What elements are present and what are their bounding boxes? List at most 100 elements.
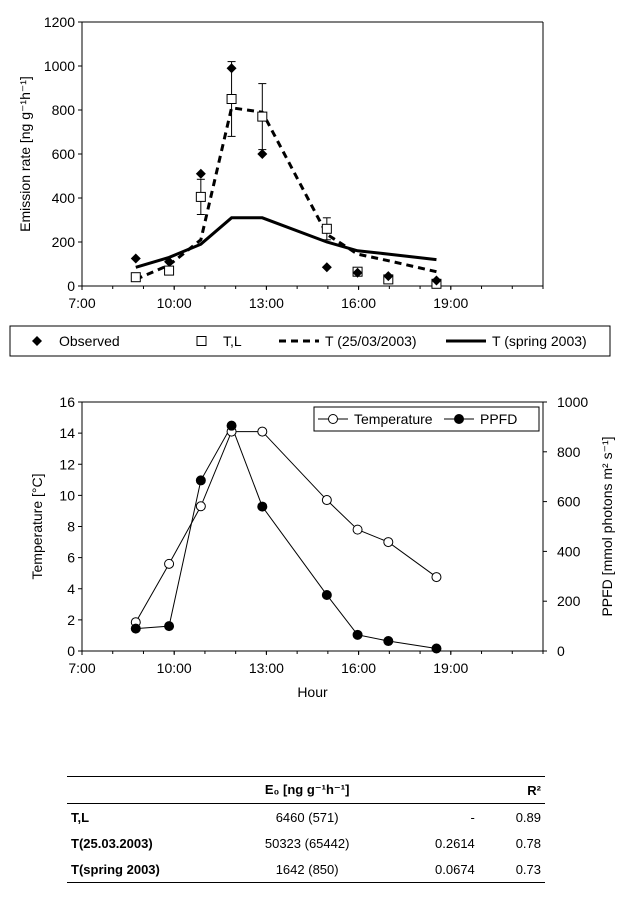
series-point-ppfd	[226, 420, 237, 431]
x-tick-label: 10:00	[157, 295, 192, 311]
series-point-ppfd	[383, 636, 394, 647]
x-tick-label: 7:00	[68, 660, 95, 676]
emission-chart: 0 200 400 600 800 1000 1200 7:00 10:00 13:00 16:00…	[17, 14, 544, 311]
series-line-t-spring-2003	[135, 216, 437, 269]
legend-marker-observed	[32, 336, 42, 346]
legend-label: T (25/03/2003)	[325, 333, 417, 349]
table-cell: 6460 (571)	[275, 809, 339, 825]
table-cell: T(25.03.2003)	[71, 835, 153, 851]
y-tick-label: 16	[59, 394, 75, 410]
x-tick-label: 13:00	[249, 295, 284, 311]
table-header-cell	[67, 776, 222, 804]
y-tick-label: 4	[67, 581, 75, 597]
series-point-t-l	[257, 111, 268, 122]
series-point-observed	[383, 271, 394, 282]
series-point-observed	[130, 253, 141, 264]
table-row: T(25.03.2003) 50323 (65442) 0.2614 0.78	[67, 830, 545, 856]
x-tick-label: 19:00	[433, 660, 468, 676]
y-tick-label: 2	[67, 612, 75, 628]
series-point-ppfd	[352, 629, 363, 640]
table-cell: T,L	[71, 809, 90, 825]
legend-box	[9, 325, 611, 357]
series-point-temperature	[321, 495, 332, 506]
series-point-t-l	[164, 265, 175, 276]
y-tick-label: 600	[52, 146, 76, 162]
x-tick-label: 10:00	[157, 660, 192, 676]
series-point-ppfd	[164, 621, 175, 632]
y-tick-label: 1200	[44, 14, 75, 30]
table-cell: 0.89	[515, 809, 541, 825]
series-point-ppfd	[130, 623, 141, 634]
table-cell: T(spring 2003)	[67, 856, 222, 883]
series-point-t-l	[195, 191, 206, 202]
x-tick-label: 19:00	[433, 295, 468, 311]
y-tick-label: 6	[67, 550, 75, 566]
table-header-row: E₀ [ng g⁻¹h⁻¹] R²	[67, 776, 545, 804]
series-point-observed	[226, 63, 237, 74]
legend-label: T (spring 2003)	[492, 333, 587, 349]
y-tick-label: 400	[52, 190, 76, 206]
series-line-temperature	[135, 431, 437, 623]
series-point-observed	[321, 262, 332, 273]
series-point-t-l	[226, 94, 237, 104]
series-point-ppfd	[321, 589, 332, 600]
table-cell: 0.78	[515, 835, 541, 851]
table-header-cell: R²	[478, 776, 545, 804]
series-point-temperature	[431, 572, 442, 583]
y-tick-label: 1000	[44, 58, 75, 74]
table-header-cell	[392, 776, 479, 804]
parameter-table: E₀ [ng g⁻¹h⁻¹] R² T,L 6460 (571) - 0.89 …	[67, 776, 545, 883]
y-tick-label: 200	[52, 234, 76, 250]
series-point-observed	[352, 267, 363, 278]
x-tick-label: 13:00	[249, 660, 284, 676]
series-point-temperature	[383, 537, 394, 548]
series-point-observed	[257, 149, 268, 159]
series-point-temperature	[195, 501, 206, 512]
series-point-temperature	[352, 524, 363, 535]
y-tick-label: 800	[52, 102, 76, 118]
y-right-axis-label: PPFD [mmol photons m² s⁻¹]	[599, 436, 615, 616]
series-point-ppfd	[195, 475, 206, 486]
y-tick-label: 14	[59, 425, 75, 441]
legend-marker-t-l	[196, 336, 207, 346]
y-right-tick-label: 0	[557, 643, 565, 659]
table-cell: 1642 (850)	[221, 856, 393, 883]
series-point-t-l	[130, 272, 141, 283]
series-point-temperature	[257, 426, 268, 437]
series-point-t-l	[321, 223, 332, 234]
y-axis-label: Emission rate [ng g⁻¹h⁻¹]	[17, 76, 33, 232]
series-point-temperature	[164, 558, 175, 569]
y-right-tick-label: 600	[557, 494, 581, 510]
y-axis-label: Temperature [°C]	[29, 474, 45, 580]
table-row: T,L 6460 (571) - 0.89	[67, 804, 545, 831]
x-tick-label: 16:00	[341, 295, 376, 311]
y-right-tick-label: 800	[557, 444, 581, 460]
x-tick-label: 16:00	[341, 660, 376, 676]
x-axis-label: Hour	[297, 684, 328, 700]
x-tick-label: 7:00	[68, 295, 95, 311]
y-right-tick-label: 400	[557, 543, 581, 559]
series-point-ppfd	[257, 501, 268, 512]
legend-marker-temperature	[328, 414, 338, 424]
legend-box	[313, 406, 540, 432]
table-cell: 0.0674	[392, 856, 479, 883]
legend-label: T,L	[223, 333, 242, 349]
legend-marker-ppfd	[454, 414, 464, 424]
y-tick-label: 0	[67, 278, 75, 294]
legend-label: Temperature	[354, 411, 433, 427]
y-tick-label: 0	[67, 643, 75, 659]
temperature-ppfd-chart: 0 2 4 6 8 10 12 14 16 7:00 10:00 13:00 16:00 19:00 0 20…	[29, 394, 615, 700]
table-header-cell: E₀ [ng g⁻¹h⁻¹]	[221, 776, 393, 804]
series-point-observed	[431, 275, 442, 286]
table-cell: -	[470, 809, 475, 825]
y-tick-label: 8	[67, 519, 75, 535]
series-point-observed	[195, 168, 206, 179]
table-row: T(spring 2003) 1642 (850) 0.0674 0.73	[67, 856, 545, 883]
table-cell: 0.73	[478, 856, 545, 883]
table-cell: 0.2614	[435, 835, 475, 851]
y-tick-label: 10	[59, 487, 75, 503]
series-point-observed	[164, 256, 175, 267]
emission-legend: Observed T,L T (25/03/2003) T (spring 2003)	[9, 325, 611, 357]
y-right-tick-label: 1000	[557, 394, 588, 410]
